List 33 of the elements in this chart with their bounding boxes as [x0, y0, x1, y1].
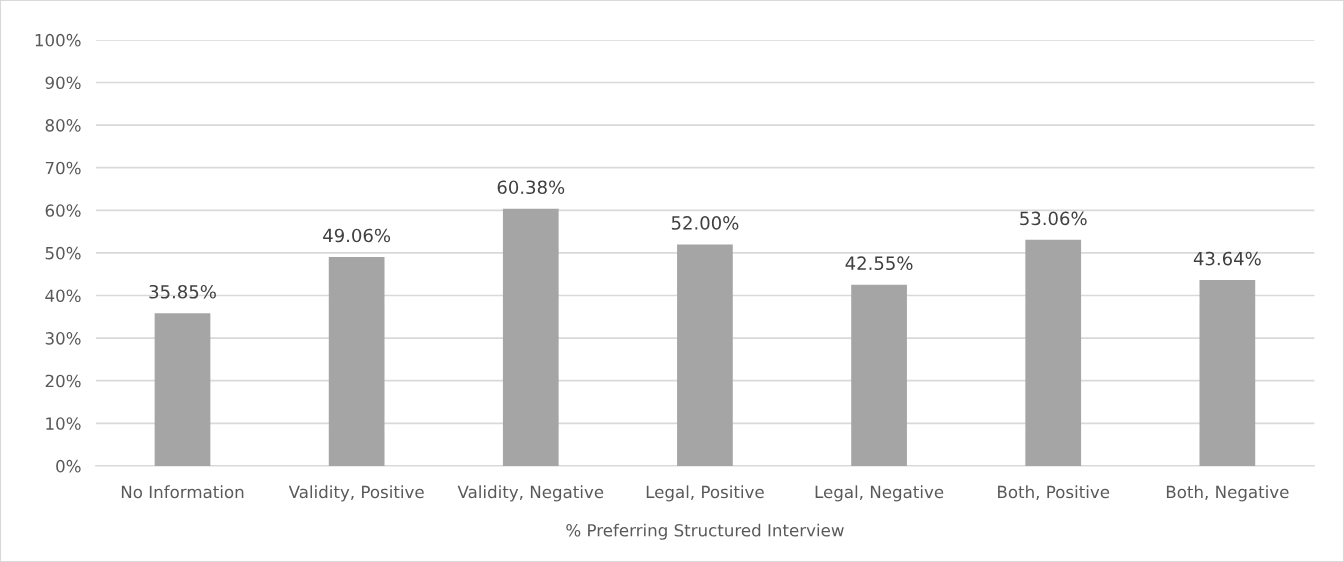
- x-tick-label: Legal, Negative: [815, 485, 944, 502]
- y-tick-label: 10%: [46, 417, 81, 430]
- y-tick-label: 0%: [56, 459, 81, 473]
- data-label: 42.55%: [845, 256, 913, 271]
- bar: [502, 208, 559, 466]
- x-tick-label: Legal, Positive: [646, 485, 764, 502]
- x-tick-label: Validity, Negative: [457, 485, 604, 502]
- x-tick-label: Validity, Positive: [288, 485, 424, 502]
- y-tick-label: 60%: [45, 204, 81, 217]
- y-tick-label: 50%: [45, 246, 81, 260]
- y-tick-label: 100%: [35, 33, 81, 47]
- data-label: 53.06%: [1020, 211, 1087, 226]
- bar: [154, 313, 211, 466]
- x-tick-label: Both, Negative: [1166, 485, 1289, 502]
- bar: [851, 284, 907, 466]
- y-tick-label: 80%: [45, 119, 81, 132]
- data-label: 35.85%: [149, 284, 216, 299]
- y-tick-label: 90%: [45, 76, 81, 90]
- bar: [1199, 279, 1256, 466]
- x-tick-label: No Information: [121, 485, 244, 499]
- bar: [328, 256, 385, 466]
- data-label: 49.06%: [323, 228, 391, 243]
- y-tick-label: 20%: [45, 374, 81, 388]
- data-label: 60.38%: [497, 180, 565, 195]
- data-label: 52.00%: [671, 216, 739, 230]
- data-label: 43.64%: [1193, 251, 1261, 266]
- x-tick-label: Both, Positive: [998, 485, 1110, 500]
- y-tick-label: 40%: [45, 289, 81, 303]
- bar: [1025, 239, 1082, 466]
- x-axis-title: % Preferring Structured Interview: [566, 523, 844, 540]
- bar: [677, 244, 733, 466]
- y-tick-label: 70%: [45, 161, 81, 175]
- y-tick-label: 30%: [45, 332, 81, 345]
